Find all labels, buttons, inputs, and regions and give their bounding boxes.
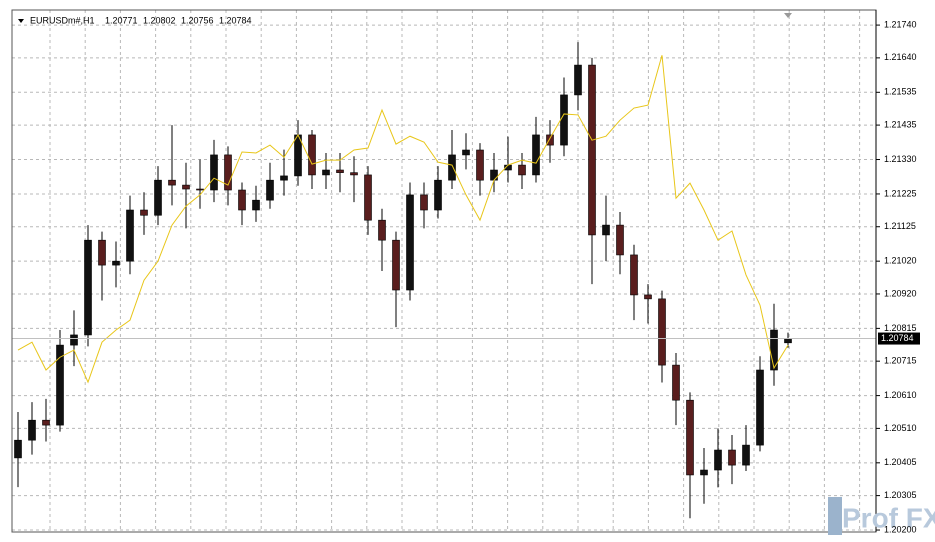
y-tick-label: 1.21435	[884, 119, 917, 129]
candle-body	[434, 179, 442, 211]
candle-body	[182, 184, 190, 190]
y-tick-label: 1.20920	[884, 288, 917, 298]
ohlc-open: 1.20771	[105, 15, 138, 25]
ohlc-high: 1.20802	[143, 15, 176, 25]
candle-body	[518, 164, 526, 176]
candle-body	[560, 94, 568, 146]
candle-body	[462, 149, 470, 156]
price-label: 1.20784	[881, 333, 914, 343]
plot	[12, 42, 876, 519]
candle-body	[686, 399, 694, 476]
candle-body	[196, 188, 204, 191]
candle-body	[322, 169, 330, 176]
candle-body	[238, 189, 246, 211]
candle-body	[308, 134, 316, 176]
overlay-line	[17, 55, 789, 384]
candle-body	[728, 449, 736, 466]
candle-body	[448, 154, 456, 181]
y-tick-label: 1.21225	[884, 188, 917, 198]
y-tick-label: 1.20610	[884, 390, 917, 400]
candle-body	[266, 179, 274, 201]
y-tick-label: 1.21535	[884, 87, 917, 97]
y-tick-label: 1.21330	[884, 154, 917, 164]
y-tick-label: 1.20815	[884, 323, 917, 333]
candle-body	[644, 294, 652, 300]
candle-body	[364, 174, 372, 221]
y-tick-label: 1.20405	[884, 457, 917, 467]
candle-body	[546, 134, 554, 146]
candle-body	[224, 154, 232, 191]
menu-arrow[interactable]	[18, 19, 24, 23]
y-tick-label: 1.20305	[884, 490, 917, 500]
ohlc-close: 1.20784	[219, 15, 252, 25]
candle-body	[658, 298, 666, 366]
candle-body	[742, 444, 750, 466]
candle-body	[756, 369, 764, 446]
ohlc-low: 1.20756	[181, 15, 214, 25]
candle-body	[420, 194, 428, 211]
candle-body	[70, 334, 78, 346]
candle-body	[252, 199, 260, 211]
candle-body	[476, 149, 484, 181]
candle-body	[672, 364, 680, 401]
y-tick-label: 1.21740	[884, 19, 917, 29]
candle-body	[406, 194, 414, 291]
candle-body	[532, 134, 540, 176]
candle-body	[392, 239, 400, 291]
candle-body	[490, 169, 498, 181]
candle-body	[84, 239, 92, 336]
y-tick-label: 1.20200	[884, 524, 917, 534]
candle-body	[350, 172, 358, 176]
candle-body	[616, 224, 624, 256]
y-tick-label: 1.21640	[884, 52, 917, 62]
candle-body	[378, 219, 386, 241]
y-tick-label: 1.20510	[884, 423, 917, 433]
candle-body	[56, 344, 64, 426]
candle-body	[98, 239, 106, 266]
candle-body	[28, 419, 36, 441]
candle-body	[126, 209, 134, 262]
candle-body	[168, 179, 176, 186]
logo-bar	[828, 497, 842, 535]
y-tick-label: 1.21125	[884, 221, 916, 231]
watermark: Prof FX	[842, 502, 935, 533]
candle-body	[336, 169, 344, 173]
candle-body	[14, 439, 22, 459]
price-label-box	[878, 332, 920, 345]
candle-body	[784, 338, 792, 344]
candle-body	[630, 254, 638, 296]
candle-body	[210, 154, 218, 191]
candle-body	[112, 260, 120, 266]
candle-body	[42, 419, 50, 426]
y-tick-label: 1.20715	[884, 356, 917, 366]
y-tick-label: 1.21020	[884, 256, 917, 266]
candle-body	[602, 224, 610, 236]
candle-body	[588, 64, 596, 236]
candle-body	[714, 449, 722, 471]
candle-body	[280, 175, 288, 181]
candle-body	[154, 179, 162, 216]
shift-marker	[784, 13, 792, 18]
chart-title: EURUSDm#,H1	[30, 15, 95, 25]
candle-body	[700, 469, 708, 476]
candle-body	[574, 64, 582, 96]
candle-body	[140, 209, 148, 216]
